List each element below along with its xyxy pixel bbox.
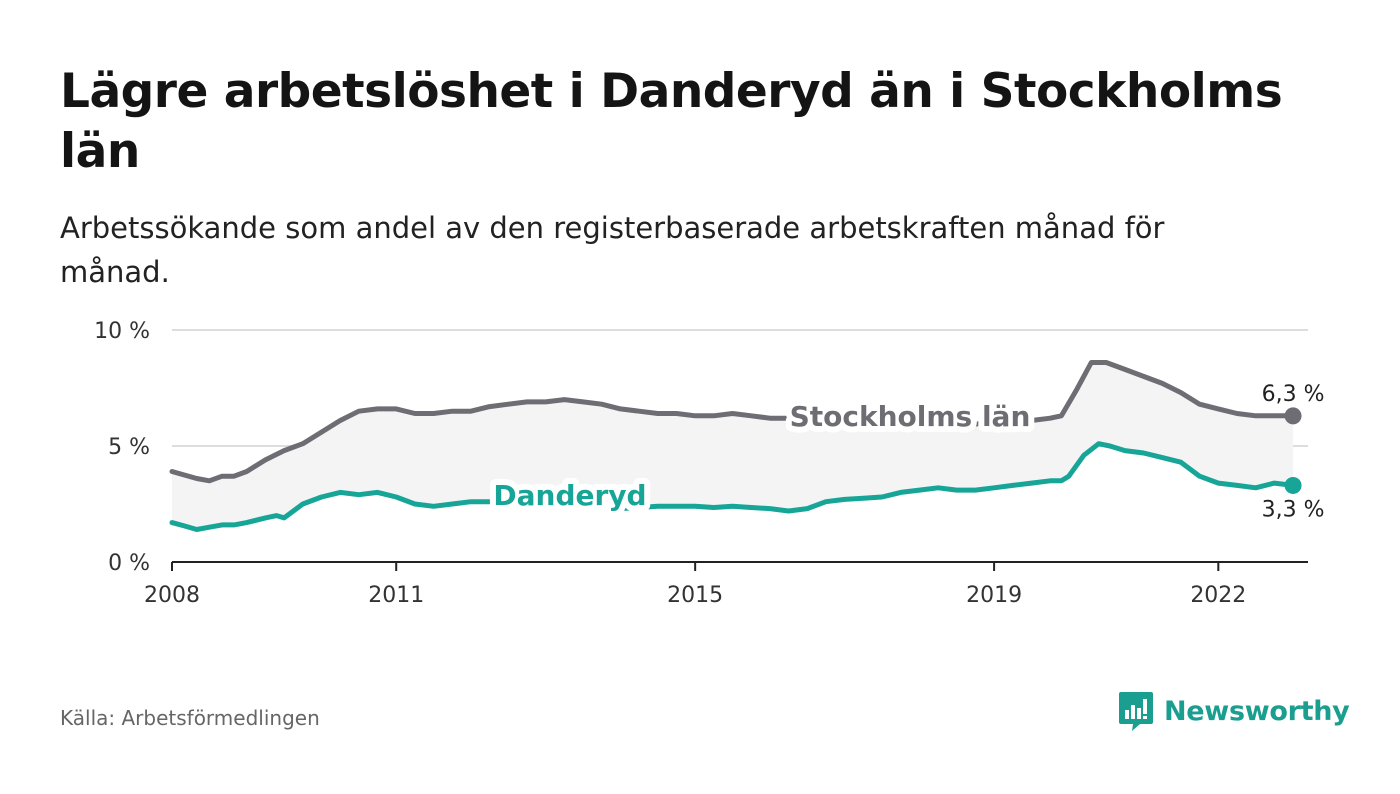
y-tick-label: 0 % — [108, 551, 150, 576]
chart-subtitle: Arbetssökande som andel av den registerb… — [60, 211, 1165, 289]
line-chart: 0 % 5 % 10 % 2008 2011 2015 2019 2022 6,3 % 3,3 %… — [94, 319, 1325, 608]
source-note: Källa: Arbetsförmedlingen — [60, 706, 320, 730]
series-end-marker-stockholm — [1284, 407, 1302, 425]
y-tick-label: 10 % — [94, 319, 150, 344]
x-tick-label: 2011 — [368, 583, 424, 608]
chart-title: Lägre arbetslöshet i Danderyd än i Stock… — [60, 64, 1283, 179]
series-gap-band — [172, 362, 1294, 530]
series-label-danderyd: Danderyd — [493, 479, 646, 512]
newsworthy-logo-icon — [1119, 692, 1153, 731]
brand-name: Newsworthy — [1164, 695, 1350, 727]
x-tick-label: 2022 — [1190, 583, 1246, 608]
series-end-label-danderyd: 3,3 % — [1262, 497, 1325, 522]
x-tick-label: 2015 — [667, 583, 723, 608]
y-tick-label: 5 % — [108, 435, 150, 460]
brand-logo[interactable]: Newsworthy — [1118, 690, 1350, 732]
series-line-stockholm — [169, 360, 1296, 484]
x-tick-label: 2019 — [966, 583, 1022, 608]
series-line-danderyd — [169, 441, 1296, 532]
series-end-label-stockholm: 6,3 % — [1262, 382, 1325, 407]
series-label-stockholm: Stockholms län — [790, 400, 1031, 433]
series-end-marker-danderyd — [1284, 476, 1302, 494]
x-tick-label: 2008 — [144, 583, 200, 608]
